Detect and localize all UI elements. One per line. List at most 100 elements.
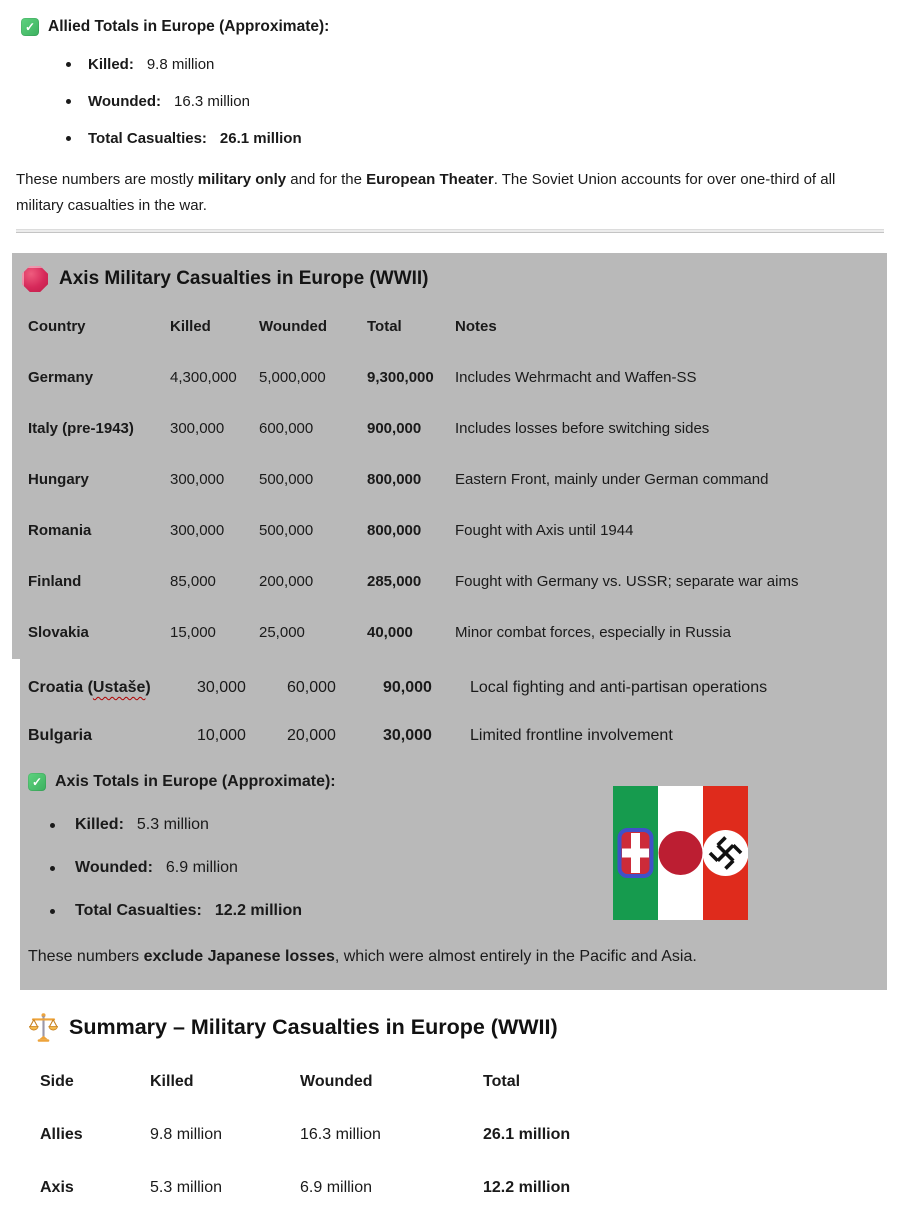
table-row: Axis 5.3 million 6.9 million 12.2 millio… xyxy=(28,1179,900,1197)
list-item: Wounded: 6.9 million xyxy=(50,859,887,877)
column-header: Killed xyxy=(150,1073,194,1090)
cell-country: Italy (pre-1943) xyxy=(28,420,134,437)
table-row: Croatia (Ustaše) 30,000 60,000 90,000 Lo… xyxy=(20,679,887,697)
cell-wounded: 600,000 xyxy=(259,420,314,437)
bullet-value: 5.3 million xyxy=(136,816,209,833)
bullet-dot xyxy=(66,62,71,67)
cell-killed: 10,000 xyxy=(197,727,246,744)
cell-killed: 300,000 xyxy=(170,420,225,437)
cell-country: Romania xyxy=(28,522,92,539)
cell-wounded: 500,000 xyxy=(259,471,314,488)
swastika-icon xyxy=(702,830,749,876)
bullet-dot xyxy=(66,136,71,141)
axis-table-header-row: Country Killed Wounded Total Notes xyxy=(12,318,887,335)
cell-notes: Fought with Germany vs. USSR; separate w… xyxy=(455,573,799,590)
cell-country: Hungary xyxy=(28,471,89,488)
list-item: Total Casualties: 26.1 million xyxy=(66,130,884,147)
axis-totals-heading-row: ✓ Axis Totals in Europe (Approximate): xyxy=(28,773,887,791)
cell-wounded: 16.3 million xyxy=(300,1126,381,1143)
column-header: Notes xyxy=(455,318,497,335)
cell-side: Allies xyxy=(40,1126,83,1143)
note-text: . The Soviet Union accounts for over one… xyxy=(16,171,836,214)
balance-scale-icon xyxy=(28,1013,59,1042)
note-bold: European Theater xyxy=(366,171,494,188)
cell-wounded: 5,000,000 xyxy=(259,369,326,386)
bullet-dot xyxy=(50,908,55,914)
bullet-label: Killed: xyxy=(75,816,124,833)
cell-notes: Includes Wehrmacht and Waffen-SS xyxy=(455,369,697,386)
cell-total: 12.2 million xyxy=(483,1179,571,1196)
cell-total: 285,000 xyxy=(367,573,422,590)
bullet-dot xyxy=(66,99,71,104)
cell-wounded: 20,000 xyxy=(287,727,336,744)
axis-casualties-block-bottom: Croatia (Ustaše) 30,000 60,000 90,000 Lo… xyxy=(20,659,887,990)
column-header: Side xyxy=(40,1073,74,1090)
cell-country: Slovakia xyxy=(28,624,89,641)
note-text: These numbers are mostly xyxy=(16,171,198,188)
cell-notes: Local fighting and anti-partisan operati… xyxy=(470,679,768,696)
column-header: Country xyxy=(28,318,86,335)
column-header: Killed xyxy=(170,318,211,335)
axis-totals-heading: Axis Totals in Europe (Approximate): xyxy=(55,773,336,790)
bullet-label: Wounded: xyxy=(75,859,153,876)
cell-country: Bulgaria xyxy=(28,727,93,744)
summary-section: Summary – Military Casualties in Europe … xyxy=(0,1012,900,1197)
cell-killed: 85,000 xyxy=(170,573,216,590)
check-icon: ✓ xyxy=(28,773,46,791)
table-row: Finland 85,000 200,000 285,000 Fought wi… xyxy=(12,573,887,590)
table-row: Italy (pre-1943) 300,000 600,000 900,000… xyxy=(12,420,887,437)
axis-flags-svg xyxy=(613,786,749,920)
cell-total: 90,000 xyxy=(383,679,432,696)
cell-country: Finland xyxy=(28,573,82,590)
cell-total: 30,000 xyxy=(383,727,432,744)
check-glyph: ✓ xyxy=(31,775,43,789)
cell-side: Axis xyxy=(40,1179,74,1196)
cell-wounded: 60,000 xyxy=(287,679,336,696)
cell-notes: Minor combat forces, especially in Russi… xyxy=(455,624,731,641)
cell-notes: Limited frontline involvement xyxy=(470,727,673,744)
list-item: Wounded: 16.3 million xyxy=(66,93,884,110)
bullet-label: Total Casualties: xyxy=(88,130,207,147)
bullet-value: 26.1 million xyxy=(219,130,302,147)
axis-totals-list: Killed: 5.3 million Wounded: 6.9 million… xyxy=(20,816,887,920)
cell-notes: Includes losses before switching sides xyxy=(455,420,710,437)
table-row: Allies 9.8 million 16.3 million 26.1 mil… xyxy=(28,1126,900,1144)
allied-totals-heading-row: ✓ Allied Totals in Europe (Approximate): xyxy=(21,18,884,36)
note-text: These numbers xyxy=(28,948,144,965)
cell-killed: 15,000 xyxy=(170,624,216,641)
country-text: Croatia ( xyxy=(28,679,93,696)
column-header: Total xyxy=(367,318,402,335)
cell-notes: Eastern Front, mainly under German comma… xyxy=(455,471,769,488)
stop-sign-icon xyxy=(22,266,48,292)
bullet-dot xyxy=(50,865,55,871)
axis-powers-flags-image xyxy=(613,786,749,920)
axis-casualties-block-top: Axis Military Casualties in Europe (WWII… xyxy=(12,253,887,659)
cell-killed: 300,000 xyxy=(170,522,225,539)
table-row: Hungary 300,000 500,000 800,000 Eastern … xyxy=(12,471,887,488)
axis-heading: Axis Military Casualties in Europe (WWII… xyxy=(59,268,429,289)
table-row: Slovakia 15,000 25,000 40,000 Minor comb… xyxy=(12,624,887,641)
column-header: Total xyxy=(483,1073,521,1090)
cell-notes: Fought with Axis until 1944 xyxy=(455,522,634,539)
cell-country: Germany xyxy=(28,369,94,386)
table-row: Bulgaria 10,000 20,000 30,000 Limited fr… xyxy=(20,727,887,745)
cell-total: 900,000 xyxy=(367,420,422,437)
cell-total: 800,000 xyxy=(367,471,422,488)
cell-wounded: 500,000 xyxy=(259,522,314,539)
summary-table-header-row: Side Killed Wounded Total xyxy=(28,1073,900,1091)
list-item: Killed: 5.3 million xyxy=(50,816,887,834)
summary-heading-row: Summary – Military Casualties in Europe … xyxy=(28,1012,900,1043)
summary-heading: Summary – Military Casualties in Europe … xyxy=(69,1015,558,1039)
list-item: Total Casualties: 12.2 million xyxy=(50,902,887,920)
bullet-value: 9.8 million xyxy=(146,56,215,73)
cell-country: Croatia (Ustaše) xyxy=(28,679,197,697)
country-text: ) xyxy=(145,679,151,696)
bullet-value: 16.3 million xyxy=(174,93,250,110)
japan-circle-icon xyxy=(658,831,703,875)
allied-note-paragraph: These numbers are mostly military only a… xyxy=(16,167,884,219)
bullet-label: Wounded: xyxy=(88,93,162,110)
note-bold: military only xyxy=(197,171,287,188)
column-header: Wounded xyxy=(300,1073,373,1090)
cell-total: 9,300,000 xyxy=(367,369,434,386)
note-text: and for the xyxy=(286,171,367,188)
